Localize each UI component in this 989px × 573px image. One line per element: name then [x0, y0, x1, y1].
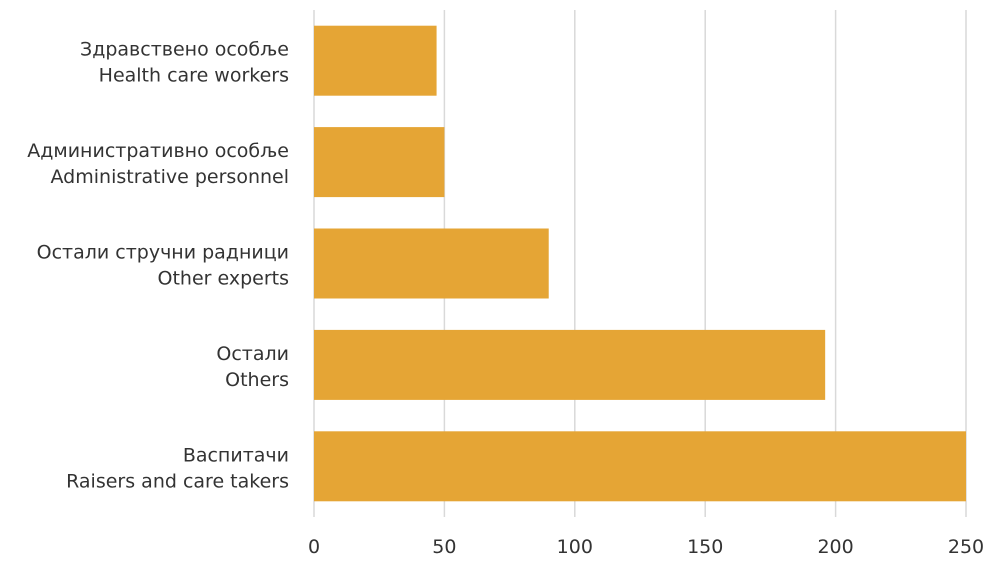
category-label-line2: Administrative personnel	[51, 166, 289, 188]
category-labels: Здравствено особље Health care workers Адм…	[27, 39, 289, 493]
category-label-line2: Raisers and care takers	[66, 470, 289, 492]
category-label: Остали стручни радници Other experts	[37, 242, 289, 290]
bars	[314, 25, 966, 502]
x-tick-labels: 0 50 100 150 200 250	[308, 536, 984, 558]
category-label-line1: Васпитачи	[183, 444, 289, 466]
category-label-line1: Остали	[216, 343, 289, 365]
x-tick-label: 50	[432, 536, 456, 558]
bar	[314, 431, 966, 502]
x-tick-label: 0	[308, 536, 320, 558]
x-tick-label: 100	[557, 536, 593, 558]
bar	[314, 228, 549, 299]
category-label: Остали Others	[216, 343, 289, 391]
category-label-line2: Health care workers	[99, 65, 289, 87]
category-label-line2: Others	[225, 369, 289, 391]
category-label: Здравствено особље Health care workers	[80, 39, 289, 87]
x-tick-label: 150	[687, 536, 723, 558]
bar	[314, 25, 437, 96]
category-label-line1: Административно особље	[27, 140, 289, 162]
category-label: Васпитачи Raisers and care takers	[66, 444, 289, 492]
x-tick-label: 200	[817, 536, 853, 558]
category-label-line1: Остали стручни радници	[37, 242, 289, 264]
category-label-line1: Здравствено особље	[80, 39, 289, 61]
category-label-line2: Other experts	[158, 268, 290, 290]
category-label: Административно особље Administrative per…	[27, 140, 289, 188]
bar	[314, 329, 826, 400]
x-tick-label: 250	[948, 536, 984, 558]
bar	[314, 127, 445, 198]
